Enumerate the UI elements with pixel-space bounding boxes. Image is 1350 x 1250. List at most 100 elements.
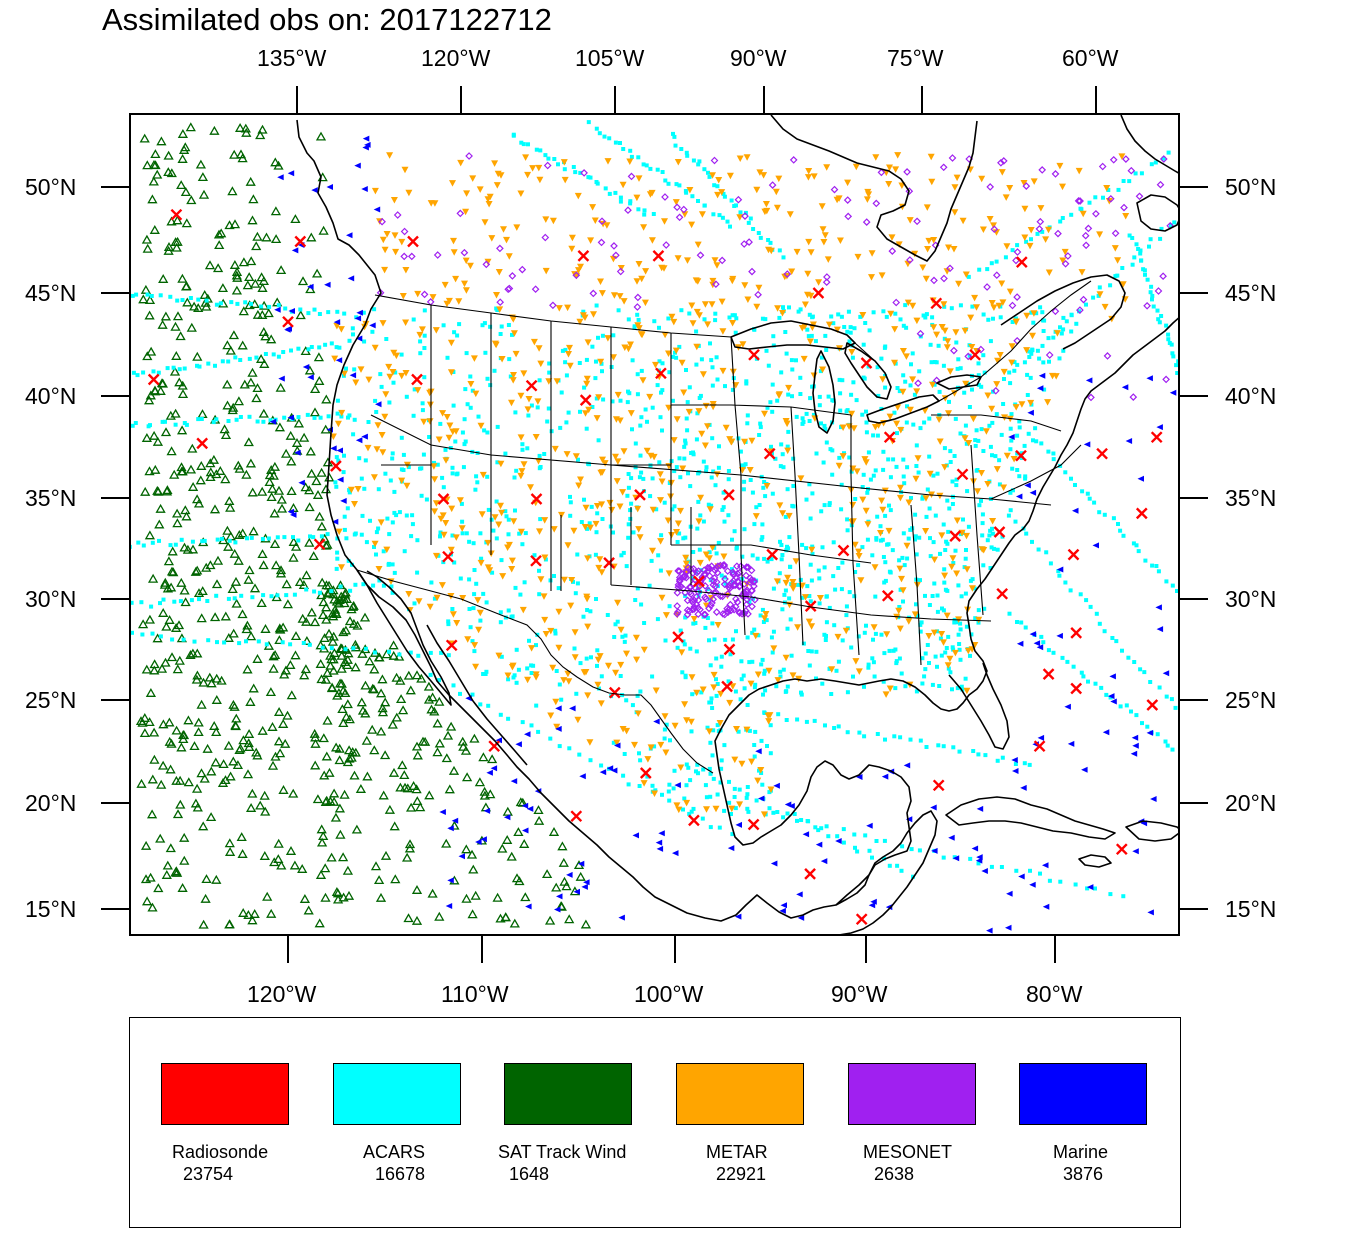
acars-obs	[494, 536, 499, 541]
metar-obs	[744, 296, 752, 303]
metar-obs	[968, 344, 976, 351]
acars-obs	[421, 452, 426, 457]
acars-obs	[462, 442, 467, 447]
sat-track-wind-obs	[304, 485, 315, 495]
top-tick	[296, 86, 298, 113]
acars-obs	[1170, 747, 1175, 752]
acars-obs	[719, 664, 724, 669]
acars-obs	[778, 464, 783, 469]
mesonet-obs	[1051, 170, 1060, 178]
acars-obs	[932, 360, 937, 364]
acars-obs	[537, 568, 541, 573]
marine-obs	[770, 860, 778, 867]
acars-obs	[810, 491, 815, 496]
acars-obs	[696, 162, 701, 167]
acars-obs	[844, 613, 849, 618]
sat-track-wind-obs	[223, 740, 234, 750]
mesonet-obs	[1106, 194, 1115, 203]
acars-obs	[1025, 372, 1030, 377]
marine-obs	[451, 817, 459, 824]
sat-track-wind-obs	[273, 838, 284, 848]
sat-track-wind-obs	[267, 760, 279, 770]
sat-track-wind-obs	[231, 266, 243, 276]
metar-obs	[524, 171, 532, 179]
metar-obs	[938, 532, 946, 539]
acars-obs	[629, 154, 634, 159]
acars-obs	[829, 692, 834, 696]
acars-obs	[881, 679, 886, 684]
sat-track-wind-obs	[205, 812, 217, 822]
sat-track-wind-obs	[308, 551, 319, 561]
acars-obs	[323, 342, 328, 347]
acars-obs	[839, 482, 844, 487]
sat-track-wind-obs	[251, 241, 262, 251]
acars-obs	[746, 220, 751, 225]
acars-obs	[764, 618, 769, 623]
metar-obs	[682, 554, 690, 562]
metar-obs	[763, 207, 771, 215]
sat-track-wind-obs	[160, 427, 172, 437]
metar-obs	[431, 508, 439, 515]
acars-obs	[976, 373, 981, 378]
acars-obs	[785, 811, 790, 816]
metar-obs	[1045, 226, 1052, 234]
acars-obs	[847, 339, 852, 344]
acars-obs	[625, 493, 630, 498]
map-canvas[interactable]	[131, 115, 1180, 936]
marine-obs	[486, 769, 493, 776]
metar-obs	[599, 456, 606, 464]
metar-obs	[374, 422, 382, 429]
radiosonde-obs	[1135, 507, 1148, 520]
acars-obs	[337, 345, 342, 350]
acars-obs	[791, 504, 796, 509]
sat-track-wind-obs	[149, 224, 160, 234]
coastline-layer	[296, 115, 1178, 934]
acars-obs	[1002, 377, 1006, 381]
acars-obs	[347, 338, 352, 343]
acars-obs	[1159, 314, 1164, 318]
acars-obs	[810, 544, 815, 549]
acars-obs	[416, 653, 421, 658]
sat-track-wind-obs	[155, 385, 166, 395]
acars-obs	[864, 420, 869, 425]
acars-obs	[657, 359, 662, 364]
marine-obs	[356, 309, 363, 316]
marine-obs	[355, 437, 363, 444]
sat-track-wind-obs	[177, 882, 188, 892]
metar-obs	[420, 418, 428, 426]
marine-obs	[815, 841, 823, 848]
metar-obs	[552, 698, 560, 706]
marine-obs	[362, 135, 370, 142]
mesonet-obs	[737, 562, 745, 571]
mesonet-obs	[572, 271, 581, 280]
acars-obs	[335, 550, 340, 555]
sat-track-wind-obs	[405, 685, 416, 695]
metar-obs	[484, 196, 492, 203]
sat-track-wind-obs	[169, 366, 181, 376]
sat-track-wind-obs	[150, 149, 161, 159]
metar-obs	[1000, 484, 1008, 491]
sat-track-wind-obs	[228, 699, 239, 709]
sat-track-wind-obs	[320, 892, 331, 902]
acars-obs	[642, 212, 647, 217]
mesonet-obs	[741, 212, 749, 220]
metar-obs	[571, 654, 579, 661]
acars-obs	[1063, 470, 1068, 475]
marine-obs	[1086, 884, 1094, 891]
marine-obs	[674, 782, 681, 789]
acars-obs	[708, 771, 713, 776]
acars-obs	[931, 540, 936, 545]
acars-obs	[697, 396, 702, 400]
radiosonde-obs	[1067, 548, 1080, 561]
mesonet-obs	[950, 346, 958, 355]
acars-obs	[1116, 522, 1120, 526]
metar-obs	[551, 445, 559, 453]
acars-obs	[597, 131, 602, 136]
sat-track-wind-obs	[419, 736, 431, 746]
marine-obs	[903, 762, 911, 769]
acars-obs	[852, 594, 857, 599]
acars-obs	[903, 303, 908, 308]
metar-obs	[609, 255, 617, 263]
acars-obs	[626, 317, 631, 322]
map-panel[interactable]	[129, 113, 1180, 936]
